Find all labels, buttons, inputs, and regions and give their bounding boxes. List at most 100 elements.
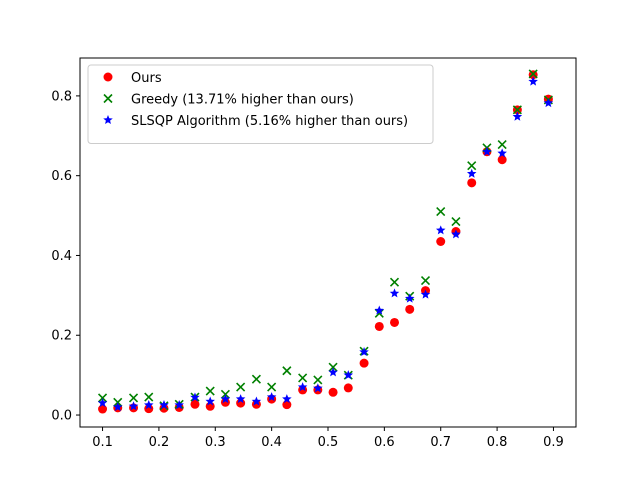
data-point-x [267, 382, 277, 392]
data-point-star [113, 402, 123, 412]
data-point-circle [374, 321, 384, 331]
y-tick-label: 0.6 [51, 169, 72, 184]
data-point-x [512, 105, 522, 115]
data-point-x [205, 386, 215, 396]
x-tick-label: 0.6 [374, 435, 395, 450]
data-point-star [251, 396, 262, 406]
data-point-x-stroke-b [144, 392, 154, 402]
data-point-x [528, 69, 538, 79]
data-point-star [190, 392, 200, 402]
data-point-x [328, 362, 338, 372]
series-star [97, 76, 554, 412]
data-marks [97, 69, 554, 414]
data-point-star [466, 168, 477, 178]
data-point-x-stroke-b [205, 386, 215, 396]
data-point-x [313, 375, 323, 385]
data-point-star [543, 98, 554, 108]
data-point-circle [220, 397, 230, 407]
data-point-x-stroke-b [128, 393, 139, 403]
data-point-x [467, 161, 477, 171]
data-point-circle [343, 383, 353, 393]
data-point-circle [159, 403, 169, 413]
x-tick-label: 0.7 [430, 435, 451, 450]
legend-label: SLSQP Algorithm (5.16% higher than ours) [131, 114, 408, 129]
data-point-star [128, 401, 139, 411]
x-tick-label: 0.5 [318, 435, 339, 450]
data-point-x-stroke-b [236, 382, 246, 392]
x-tick-label: 0.3 [205, 435, 226, 450]
data-point-x-stroke-b [251, 374, 261, 384]
data-point-star [512, 111, 523, 121]
data-point-x [97, 393, 108, 403]
data-point-x-stroke-b [267, 382, 277, 392]
data-point-x [436, 207, 446, 217]
data-point-x-stroke-b [389, 277, 400, 287]
data-point-star [528, 76, 538, 86]
data-point-star [97, 398, 108, 408]
legend-marker-star [103, 115, 113, 125]
data-point-star [313, 383, 323, 393]
data-point-x [420, 276, 431, 286]
data-point-circle [282, 400, 292, 410]
data-point-star [451, 229, 461, 239]
data-point-x-stroke-b [313, 375, 323, 385]
data-point-x [389, 277, 400, 287]
x-tick-label: 0.2 [149, 435, 170, 450]
data-point-circle [359, 358, 369, 368]
legend-item: Ours [103, 71, 162, 86]
data-point-star [144, 400, 154, 410]
legend-label: Greedy (13.71% higher than ours) [131, 93, 354, 108]
data-point-star [159, 400, 169, 410]
data-point-x-stroke-b [451, 216, 461, 227]
legend-marker-circle [103, 72, 113, 82]
data-point-x-stroke-b [97, 393, 108, 403]
y-tick-label: 0.4 [51, 249, 72, 264]
legend-marker-x [103, 93, 113, 104]
data-point-circle [328, 387, 338, 397]
data-point-x [236, 382, 246, 392]
data-point-x-stroke-b [467, 161, 477, 171]
data-point-circle [436, 237, 446, 247]
data-point-star [359, 347, 369, 357]
data-point-x-stroke-b [528, 69, 538, 79]
data-point-x-stroke-b [328, 362, 338, 372]
legend: Ours Greedy (13.71% higher than ours) SLSQ… [87, 64, 434, 144]
data-point-circle [405, 304, 415, 314]
data-point-star [420, 289, 431, 299]
data-point-x [451, 216, 461, 227]
legend-item: SLSQP Algorithm (5.16% higher than ours) [103, 114, 408, 129]
legend-box [87, 64, 434, 144]
data-point-circle [497, 155, 507, 165]
data-point-star [374, 305, 385, 315]
x-tick-label: 0.9 [543, 435, 564, 450]
data-point-x [144, 392, 154, 402]
data-point-x-stroke-b [420, 276, 431, 286]
data-point-x [497, 139, 507, 150]
y-tick-label: 0.2 [51, 329, 72, 344]
data-point-star [404, 293, 415, 303]
data-point-x [282, 366, 292, 376]
y-tick-label: 0.0 [51, 409, 72, 424]
data-point-x-stroke-b [512, 105, 522, 115]
data-point-x-stroke-b [497, 139, 507, 150]
data-point-star [174, 400, 184, 410]
data-point-star [235, 394, 246, 404]
x-tick-label: 0.4 [261, 435, 282, 450]
legend-label: Ours [131, 71, 162, 86]
y-tick-label: 0.8 [51, 89, 72, 104]
data-point-circle [190, 399, 200, 409]
data-point-x [128, 393, 139, 403]
data-point-star [497, 148, 507, 158]
data-point-star [220, 394, 231, 404]
data-point-star [482, 146, 492, 156]
x-axis: 0.1 0.2 0.3 0.4 0.5 0.6 0.7 0.8 0.9 [92, 427, 564, 450]
data-point-x-stroke-b [436, 207, 446, 217]
data-point-star [328, 367, 338, 377]
legend-item: Greedy (13.71% higher than ours) [103, 93, 354, 108]
x-tick-label: 0.1 [92, 435, 113, 450]
data-point-star [389, 288, 400, 298]
data-point-star [266, 392, 277, 402]
data-point-star [435, 225, 446, 235]
data-point-circle [390, 317, 400, 327]
